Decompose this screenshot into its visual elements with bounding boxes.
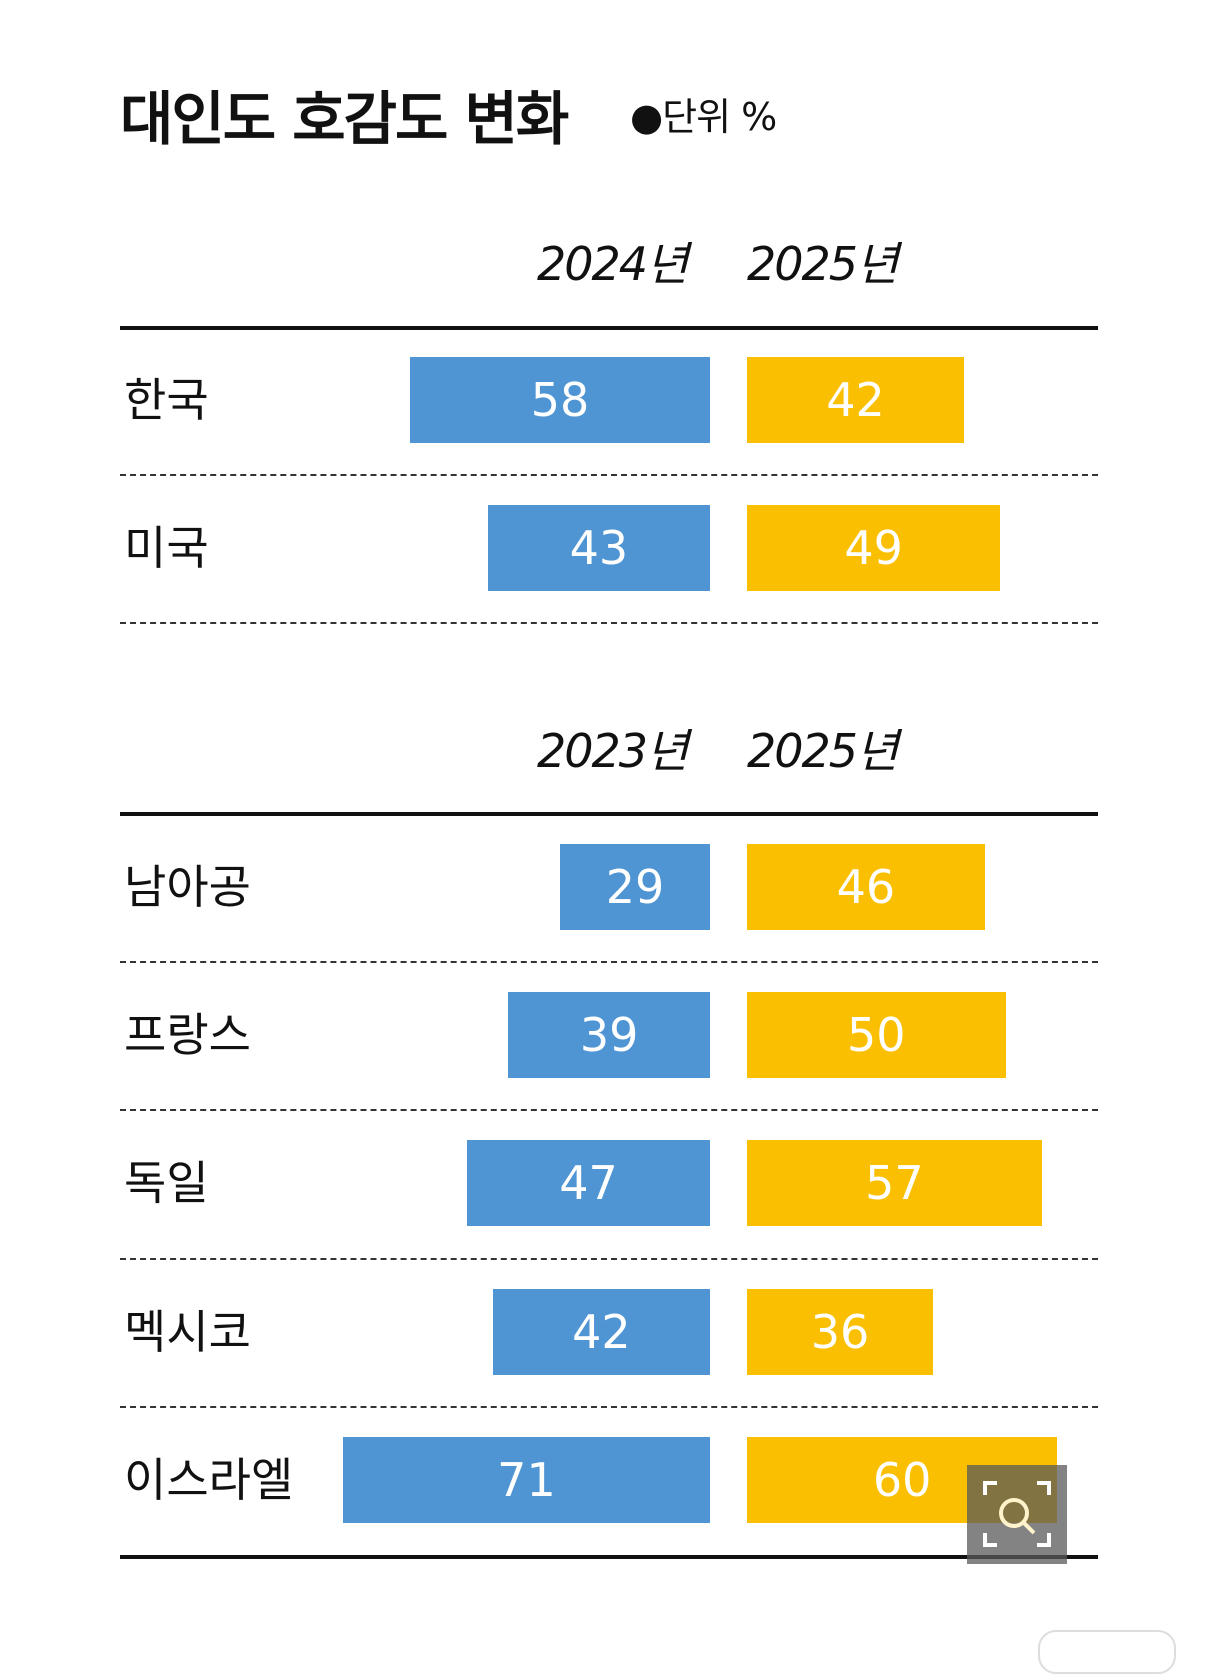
bottom-line (120, 1555, 1098, 1559)
row-divider (120, 961, 1098, 963)
row-divider (120, 1406, 1098, 1408)
bar-earlier: 29 (560, 844, 710, 930)
axis-line (120, 812, 1098, 816)
category-label: 이스라엘 (124, 1453, 294, 1507)
row-divider (120, 1109, 1098, 1111)
bar-earlier: 42 (492, 1289, 710, 1375)
bar-later: 46 (747, 844, 985, 930)
zoom-button[interactable] (967, 1465, 1067, 1564)
bar-later: 50 (747, 992, 1006, 1078)
category-label: 독일 (124, 1156, 209, 1210)
category-label: 멕시코 (124, 1305, 251, 1359)
row-divider (120, 474, 1098, 476)
year-header: 2025년 (747, 237, 898, 291)
bar-earlier: 43 (487, 505, 710, 591)
category-label: 남아공 (124, 860, 251, 914)
bar-earlier: 71 (342, 1437, 710, 1523)
bar-earlier: 39 (508, 992, 710, 1078)
bar-later: 36 (747, 1289, 934, 1375)
bar-later: 42 (747, 357, 965, 443)
axis-line (120, 326, 1098, 330)
unit-label: ●단위 % (630, 95, 777, 139)
zoom-icon (983, 1481, 1051, 1547)
row-divider (120, 1258, 1098, 1260)
category-label: 프랑스 (124, 1008, 251, 1062)
category-label: 미국 (124, 521, 209, 575)
year-header: 2024년 (537, 237, 688, 291)
row-divider (120, 622, 1098, 624)
category-label: 한국 (124, 373, 209, 427)
bar-earlier: 58 (410, 357, 710, 443)
bar-later: 49 (747, 505, 1001, 591)
bar-earlier: 47 (467, 1140, 710, 1226)
floating-button[interactable] (1038, 1630, 1176, 1674)
bar-later: 57 (747, 1140, 1042, 1226)
year-header: 2023년 (537, 724, 688, 778)
year-header: 2025년 (747, 724, 898, 778)
chart-title: 대인도 호감도 변화 (120, 85, 569, 153)
